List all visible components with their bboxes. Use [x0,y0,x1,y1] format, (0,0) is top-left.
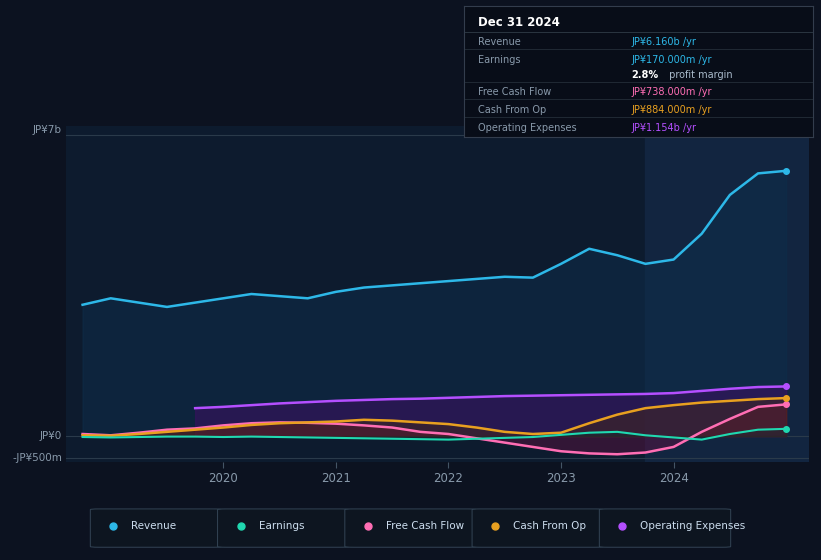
Text: JP¥0: JP¥0 [39,431,62,441]
Text: Operating Expenses: Operating Expenses [640,521,745,531]
Text: JP¥7b: JP¥7b [33,125,62,134]
Text: Dec 31 2024: Dec 31 2024 [478,16,560,29]
Text: Earnings: Earnings [259,521,304,531]
Text: Earnings: Earnings [478,54,521,64]
Text: Operating Expenses: Operating Expenses [478,123,576,133]
Text: Free Cash Flow: Free Cash Flow [386,521,464,531]
Text: JP¥6.160b /yr: JP¥6.160b /yr [631,38,696,48]
FancyBboxPatch shape [90,509,222,547]
FancyBboxPatch shape [345,509,476,547]
Text: Free Cash Flow: Free Cash Flow [478,87,551,97]
Text: JP¥884.000m /yr: JP¥884.000m /yr [631,105,712,115]
Text: JP¥738.000m /yr: JP¥738.000m /yr [631,87,712,97]
Text: Cash From Op: Cash From Op [513,521,586,531]
Text: Revenue: Revenue [131,521,177,531]
FancyBboxPatch shape [218,509,349,547]
Text: JP¥1.154b /yr: JP¥1.154b /yr [631,123,696,133]
Bar [645,126,809,462]
Text: Revenue: Revenue [478,38,521,48]
Text: JP¥170.000m /yr: JP¥170.000m /yr [631,54,712,64]
FancyBboxPatch shape [472,509,603,547]
Text: profit margin: profit margin [667,71,733,80]
Text: -JP¥500m: -JP¥500m [12,452,62,463]
Text: Cash From Op: Cash From Op [478,105,546,115]
Text: 2.8%: 2.8% [631,71,658,80]
FancyBboxPatch shape [599,509,731,547]
